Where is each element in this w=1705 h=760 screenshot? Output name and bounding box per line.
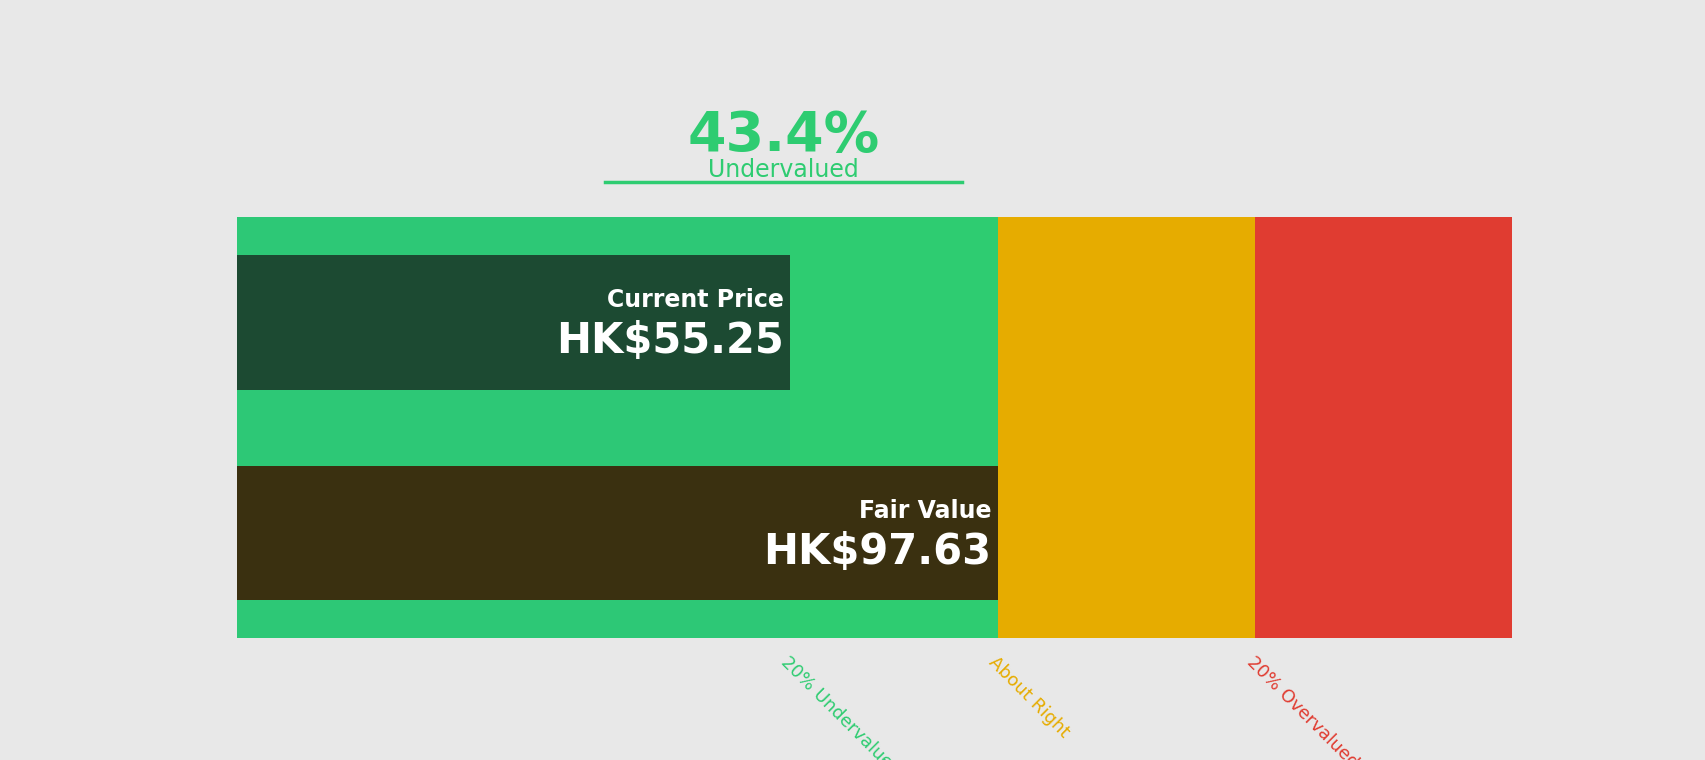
Text: HK$97.63: HK$97.63 [762,530,991,573]
Text: Current Price: Current Price [607,288,783,312]
Text: Fair Value: Fair Value [858,499,991,523]
Text: 20% Undervalued: 20% Undervalued [777,653,904,760]
Bar [1255,217,1511,428]
Bar [237,428,789,638]
Text: About Right: About Right [985,653,1072,741]
Bar [1255,428,1511,638]
Text: Undervalued: Undervalued [708,159,858,182]
Bar [997,428,1255,638]
Bar [789,217,997,428]
Bar [997,217,1255,428]
Text: 43.4%: 43.4% [687,109,880,163]
Bar [237,255,789,390]
Text: HK$55.25: HK$55.25 [556,320,783,362]
Bar [237,217,789,428]
Text: 20% Overvalued: 20% Overvalued [1241,653,1361,760]
Bar [789,428,997,638]
Bar [237,466,997,600]
